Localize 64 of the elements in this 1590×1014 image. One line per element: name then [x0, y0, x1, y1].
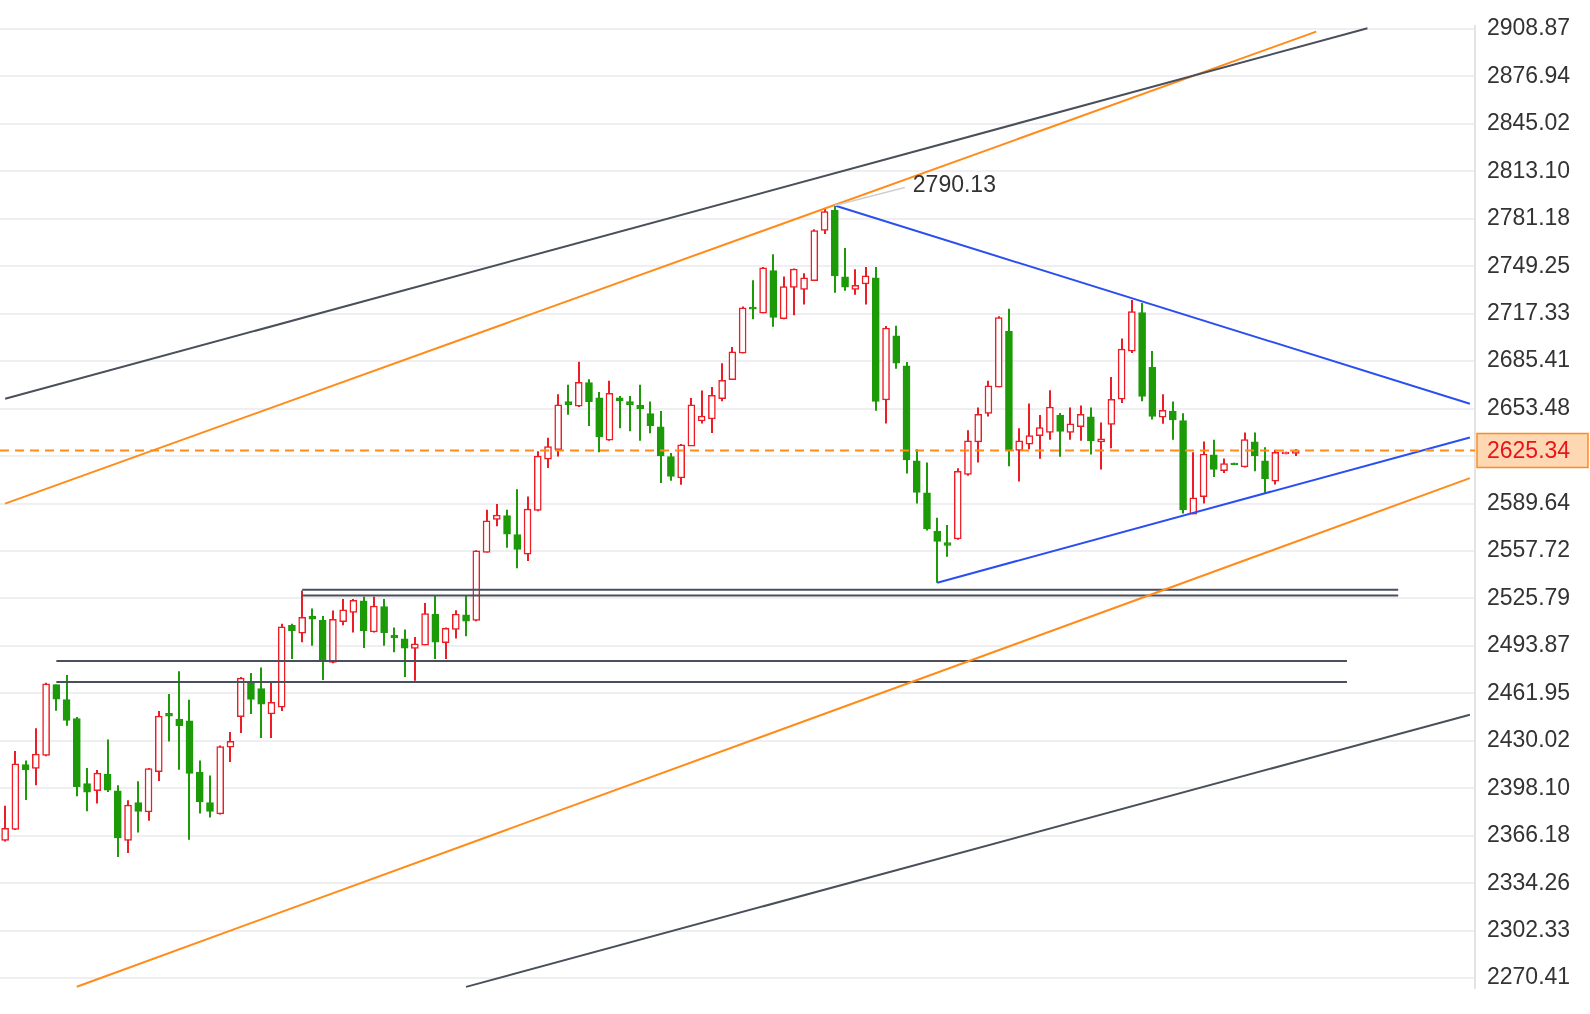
- y-tick-label: 2685.41: [1487, 346, 1571, 373]
- candlestick: [1189, 451, 1198, 516]
- y-tick-label: 2589.64: [1487, 488, 1571, 515]
- y-tick-label: 2749.25: [1487, 251, 1571, 278]
- candlestick: [861, 266, 870, 306]
- candlestick: [390, 626, 399, 654]
- y-tick-label: 2334.26: [1487, 868, 1571, 895]
- candlestick: [574, 360, 583, 408]
- y-tick-label: 2717.33: [1487, 299, 1571, 326]
- candlestick: [62, 673, 71, 727]
- candlestick: [257, 666, 266, 740]
- candlestick: [93, 768, 102, 805]
- candlestick: [697, 389, 706, 425]
- y-tick-label: 2398.10: [1487, 773, 1571, 800]
- candlestick: [1158, 393, 1167, 425]
- candlestick: [1097, 421, 1105, 471]
- candlestick: [349, 598, 358, 634]
- y-tick-label: 2302.33: [1487, 915, 1571, 942]
- y-tick-label: 2525.79: [1487, 583, 1571, 610]
- y-tick-label: 2461.95: [1487, 678, 1571, 705]
- candlestick: [615, 394, 624, 430]
- candlestick: [626, 394, 634, 433]
- candlestick: [165, 693, 173, 743]
- candlestick: [1076, 404, 1085, 442]
- candlestick: [1035, 413, 1044, 460]
- candlestick: [1209, 438, 1218, 478]
- y-tick-label: 2781.18: [1487, 204, 1571, 231]
- y-tick-label: 2430.02: [1487, 726, 1571, 753]
- candlestick: [1025, 402, 1034, 451]
- annotation: 2790.13: [912, 170, 996, 197]
- candlestick: [175, 670, 184, 771]
- candlestick: [933, 516, 942, 584]
- y-tick-label: 2270.41: [1487, 963, 1571, 990]
- candlestick: [820, 207, 829, 235]
- y-tick-label: 2845.02: [1487, 109, 1571, 136]
- candlestick: [492, 503, 501, 528]
- candlestick: [646, 400, 655, 435]
- candlestick: [451, 609, 460, 640]
- candlestick: [52, 683, 61, 712]
- candlestick: [1169, 400, 1177, 441]
- candlestick: [134, 780, 143, 834]
- candlestick: [298, 589, 306, 644]
- candlestick: [636, 383, 645, 442]
- candlestick: [21, 759, 30, 801]
- y-tick-label: 2493.87: [1487, 631, 1571, 658]
- y-tick-label: 2366.18: [1487, 821, 1571, 848]
- candlestick: [1107, 376, 1116, 450]
- y-tick-label: 2557.72: [1487, 536, 1571, 563]
- y-tick-label: 2908.87: [1487, 14, 1571, 41]
- candlestick: [267, 681, 276, 740]
- ref-line-label: 2625.34: [1487, 436, 1571, 463]
- candlestick: [103, 738, 112, 794]
- candlestick: [1250, 431, 1259, 473]
- candlestick: [308, 607, 317, 647]
- candlestick: [1015, 427, 1024, 483]
- y-tick-label: 2876.94: [1487, 61, 1571, 88]
- y-tick-label: 2813.10: [1487, 156, 1571, 183]
- candlestick: [441, 626, 450, 661]
- candlestick: [400, 628, 409, 678]
- candlestick: [226, 730, 235, 764]
- candlestick: [564, 383, 573, 416]
- candlestick: [513, 488, 522, 570]
- y-tick-label: 2653.48: [1487, 393, 1571, 420]
- candlestick: [1066, 406, 1075, 441]
